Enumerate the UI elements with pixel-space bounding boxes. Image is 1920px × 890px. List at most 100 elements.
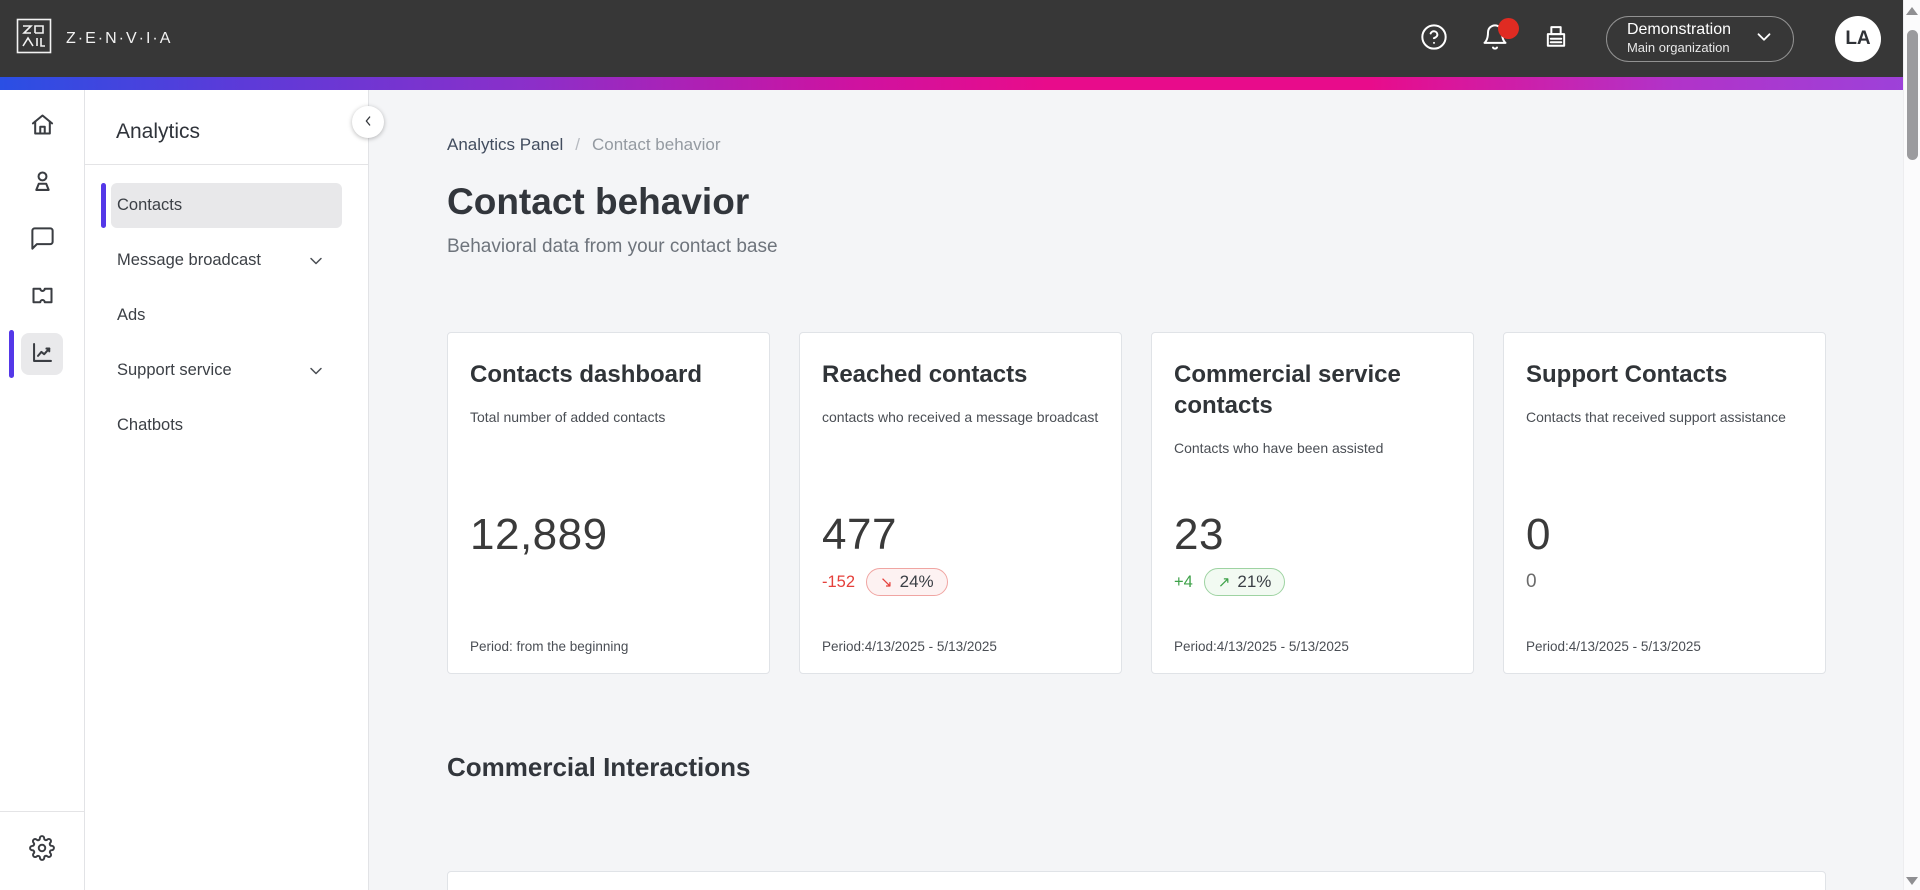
card-reached-contacts: Reached contacts contacts who received a… [799, 332, 1122, 674]
card-description: Contacts who have been assisted [1174, 440, 1384, 457]
page-subtitle: Behavioral data from your contact base [447, 236, 778, 257]
sidebar-item-support-service[interactable]: Support service [111, 348, 342, 393]
sidebar-item-label: Chatbots [117, 416, 184, 434]
card-description: Contacts that received support assistanc… [1526, 409, 1786, 426]
analytics-sidebar: Analytics Contacts Message broadcast [85, 90, 384, 890]
card-title: Reached contacts [822, 361, 1028, 388]
analytics-chart-icon [29, 339, 56, 369]
body-row: Analytics Contacts Message broadcast [0, 90, 1903, 890]
chat-bubble-icon [29, 225, 56, 255]
contacts-person-icon [29, 168, 56, 198]
help-icon [1420, 23, 1448, 54]
delta-value: +4 [1174, 572, 1193, 591]
card-contacts-dashboard: Contacts dashboard Total number of added… [447, 332, 770, 674]
zenvia-logo[interactable]: Z·E·N·V·I·A [16, 18, 172, 59]
trend-down-icon: ↘ [880, 574, 893, 591]
print-button[interactable] [1539, 22, 1573, 56]
card-period: Period:4/13/2025 - 5/13/2025 [1526, 639, 1701, 654]
commercial-interactions-card [447, 871, 1826, 890]
top-bar: Z·E·N·V·I·A [0, 0, 1903, 77]
organization-switcher[interactable]: Demonstration Main organization [1605, 15, 1794, 62]
notification-badge [1497, 17, 1519, 39]
zenvia-logo-icon [16, 18, 52, 59]
printer-icon [1542, 23, 1570, 54]
active-nav-indicator [9, 330, 14, 378]
sidebar-item-label: Message broadcast [117, 251, 261, 269]
card-delta-row: +4 ↗ 21% [1174, 568, 1286, 596]
header-actions: Demonstration Main organization LA [1417, 15, 1881, 62]
brand-gradient-bar [0, 77, 1903, 90]
trend-badge-up: ↗ 21% [1203, 568, 1286, 596]
main-content: Analytics Panel / Contact behavior Conta… [369, 90, 1903, 890]
card-value: 477 [822, 510, 897, 559]
trend-badge-down: ↘ 24% [866, 568, 948, 596]
collapse-sidebar-button[interactable] [352, 106, 384, 138]
nav-settings-button[interactable] [21, 828, 63, 870]
breadcrumb-separator: / [575, 135, 580, 154]
card-support-contacts: Support Contacts Contacts that received … [1503, 332, 1826, 674]
sidebar-item-contacts[interactable]: Contacts [101, 183, 342, 228]
rail-divider [0, 811, 84, 812]
sidebar-menu: Contacts Message broadcast Ads Support s… [85, 183, 368, 448]
card-period: Period:4/13/2025 - 5/13/2025 [822, 639, 997, 654]
nav-home-button[interactable] [21, 105, 63, 147]
card-delta-row: -152 ↘ 24% [822, 568, 948, 596]
primary-nav-rail [0, 90, 85, 890]
chevron-left-icon [360, 113, 376, 132]
scrollbar-thumb[interactable] [1907, 30, 1918, 160]
card-description: contacts who received a message broadcas… [822, 409, 1099, 426]
card-description: Total number of added contacts [470, 409, 666, 426]
page-title: Contact behavior [447, 181, 750, 222]
active-item-indicator [101, 183, 106, 228]
card-delta-row: 0 [1526, 568, 1537, 596]
page-scrollbar[interactable] [1903, 0, 1920, 890]
nav-conversations-button[interactable] [21, 219, 63, 261]
trend-percent: 24% [899, 572, 934, 591]
sidebar-item-ads[interactable]: Ads [111, 293, 342, 338]
breadcrumb-current: Contact behavior [591, 135, 721, 154]
gear-icon [29, 834, 55, 864]
card-title: Support Contacts [1526, 361, 1728, 388]
sidebar-divider [85, 164, 368, 165]
scrollbar-down-arrow[interactable] [1906, 877, 1918, 885]
breadcrumb-analytics-panel[interactable]: Analytics Panel [447, 135, 564, 154]
ticket-icon [29, 282, 56, 312]
home-icon [29, 111, 56, 141]
sidebar-item-message-broadcast[interactable]: Message broadcast [111, 238, 342, 283]
organization-name: Demonstration [1626, 21, 1731, 39]
card-value: 12,889 [470, 510, 608, 559]
trend-up-icon: ↗ [1217, 574, 1231, 591]
sidebar-item-label: Contacts [117, 196, 183, 214]
notifications-button[interactable] [1478, 17, 1519, 56]
breadcrumb: Analytics Panel / Contact behavior [447, 135, 1903, 155]
user-avatar[interactable]: LA [1835, 15, 1881, 62]
nav-contacts-button[interactable] [21, 162, 63, 204]
help-button[interactable] [1417, 22, 1451, 56]
chevron-down-icon [306, 251, 326, 271]
trend-percent: 21% [1237, 572, 1272, 591]
sidebar-item-chatbots[interactable]: Chatbots [111, 403, 342, 448]
card-period: Period:4/13/2025 - 5/13/2025 [1174, 639, 1349, 654]
card-title: Commercial service contacts [1174, 361, 1401, 420]
sidebar-item-label: Ads [117, 306, 146, 324]
brand-wordmark: Z·E·N·V·I·A [66, 29, 173, 47]
organization-type: Main organization [1626, 40, 1730, 56]
sidebar-title: Analytics [116, 120, 201, 143]
nav-tickets-button[interactable] [21, 276, 63, 318]
kpi-cards-row: Contacts dashboard Total number of added… [447, 332, 1903, 674]
card-value: 23 [1174, 510, 1224, 559]
chevron-down-icon [306, 361, 326, 381]
sidebar-item-label: Support service [117, 361, 232, 379]
section-commercial-interactions: Commercial Interactions [447, 752, 751, 782]
card-period: Period: from the beginning [470, 639, 629, 654]
card-value: 0 [1526, 510, 1551, 559]
card-title: Contacts dashboard [470, 361, 703, 388]
nav-analytics-button[interactable] [9, 330, 63, 378]
rail-bottom [0, 811, 84, 890]
scrollbar-up-arrow[interactable] [1906, 7, 1918, 15]
card-commercial-service-contacts: Commercial service contacts Contacts who… [1151, 332, 1474, 674]
bell-icon [1481, 23, 1509, 54]
card-secondary-value: 0 [1526, 571, 1537, 592]
